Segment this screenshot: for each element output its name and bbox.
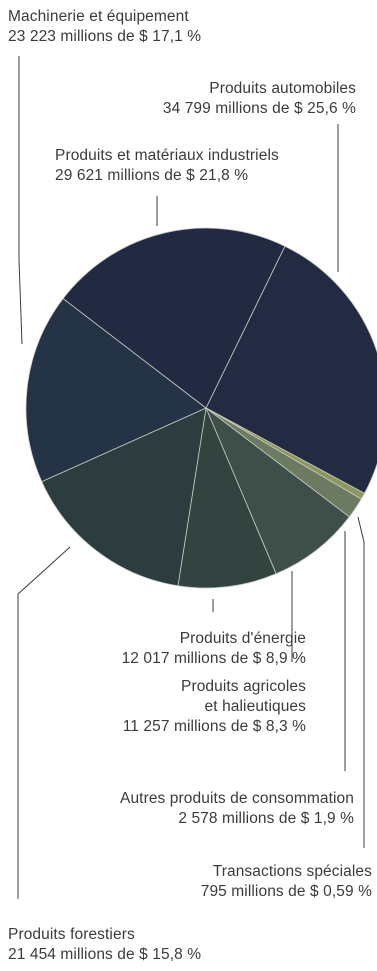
label-autres-line2: 2 578 millions de $ 1,9 % [178,810,354,827]
label-machinerie-line1: Machinerie et équipement [8,8,189,25]
pie-slice-produits-forestiers [41,407,207,587]
label-agricoles: Produits agricoles et halieutiques 11 25… [123,677,306,737]
label-speciales-line2: 795 millions de $ 0,59 % [200,883,372,900]
label-machinerie-line2: 23 223 millions de $ 17,1 % [8,28,202,45]
label-speciales-line1: Transactions spéciales [212,863,372,880]
label-agricoles-line3: 11 257 millions de $ 8,3 % [122,718,306,735]
label-forestiers: Produits forestiers 21 454 millions de $… [8,925,201,965]
label-speciales: Transactions spéciales 795 millions de $… [201,862,372,902]
pie-slice-machinerie-et-equipement [25,297,207,483]
label-energie-line1: Produits d'énergie [179,630,306,647]
label-industriels: Produits et matériaux industriels 29 621… [55,146,279,186]
label-forestiers-line2: 21 454 millions de $ 15,8 % [8,946,202,963]
label-autres-line1: Autres produits de consommation [120,790,354,807]
label-industriels-line1: Produits et matériaux industriels [55,147,279,164]
label-automobiles-line2: 34 799 millions de $ 25,6 % [162,100,356,117]
label-industriels-line2: 29 621 millions de $ 21,8 % [55,167,249,184]
label-energie-line2: 12 017 millions de $ 8,9 % [121,650,306,667]
label-agricoles-line2: et halieutiques [204,698,306,715]
label-machinerie: Machinerie et équipement 23 223 millions… [8,7,201,47]
label-agricoles-line1: Produits agricoles [181,678,306,695]
pie-slice-produits-agricoles-et-halieutiques [205,406,350,575]
leader-line-forestiers [17,546,71,899]
pie-slice-produits-d-energie [177,406,277,589]
label-forestiers-line1: Produits forestiers [8,926,135,943]
label-energie: Produits d'énergie 12 017 millions de $ … [122,629,306,669]
leader-line-machinerie [18,56,23,345]
pie-slice-produits-et-materiaux-industriels [62,227,286,409]
label-automobiles: Produits automobiles 34 799 millions de … [163,79,356,119]
pie-slice-produits-automobiles [205,245,377,494]
leader-line-speciales [357,516,365,848]
label-autres: Autres produits de consommation 2 578 mi… [120,789,354,829]
label-automobiles-line1: Produits automobiles [209,80,356,97]
